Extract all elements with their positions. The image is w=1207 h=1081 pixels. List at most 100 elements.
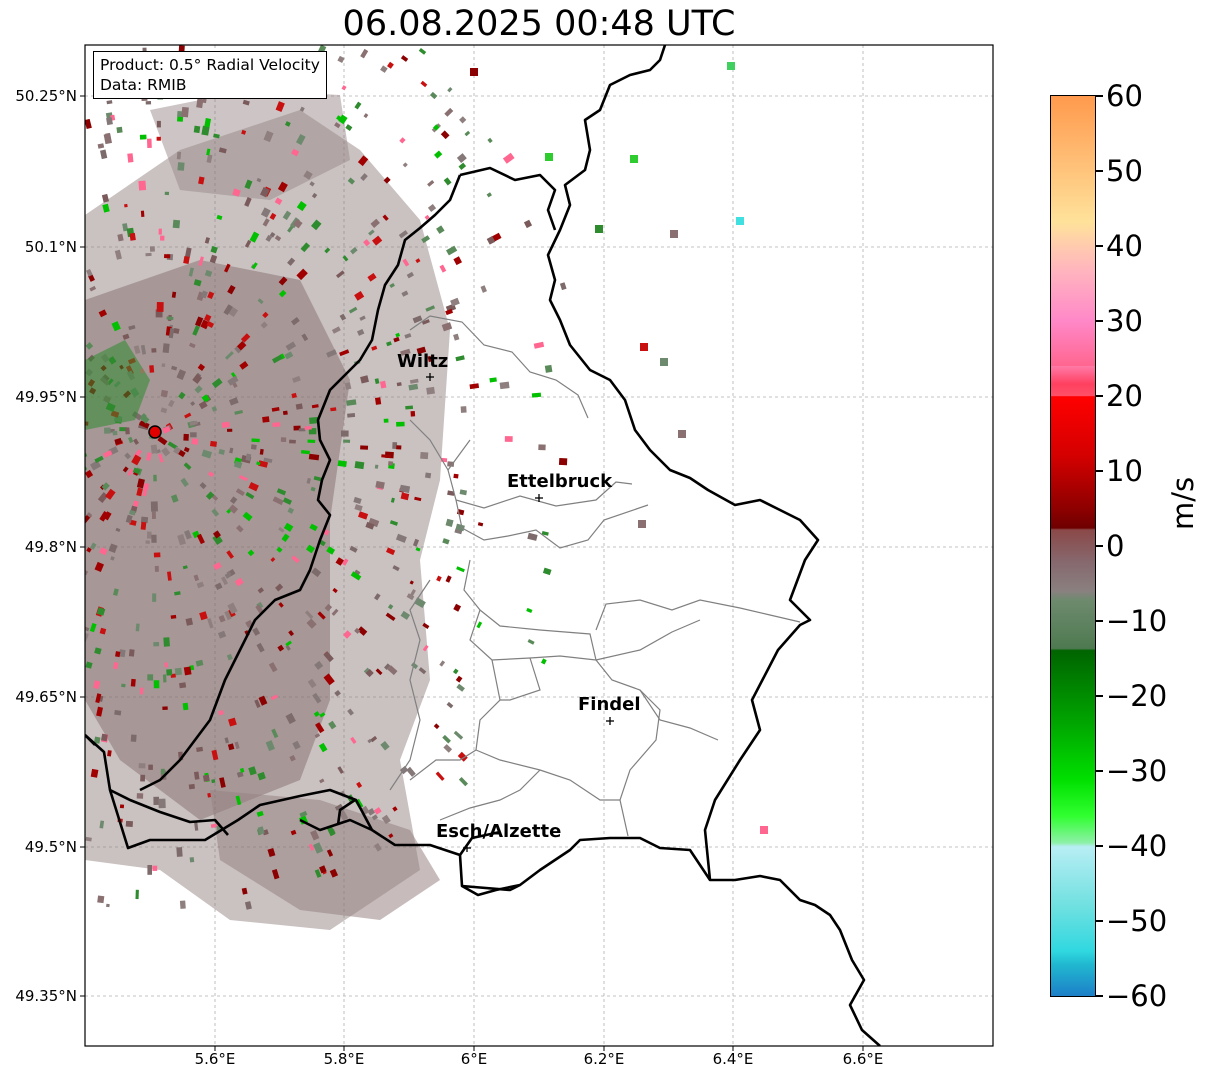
radar-echo-pixel <box>260 207 271 218</box>
radar-echo-pixel <box>424 472 432 479</box>
radar-echo-pixel <box>319 712 326 718</box>
radar-echo-pixel <box>363 113 369 119</box>
radar-echo-pixel <box>385 612 396 622</box>
radar-echo-pixel <box>242 99 250 106</box>
radar-echo-pixel <box>527 532 538 541</box>
radar-echo-pixel <box>184 529 192 540</box>
radar-echo-pixel <box>309 523 318 532</box>
radar-echo-pixel <box>271 407 280 412</box>
radar-echo-pixel <box>280 437 287 442</box>
radar-echo-pixel <box>489 377 497 383</box>
radar-echo-pixel <box>444 107 454 117</box>
radar-echo-pixel <box>289 754 296 762</box>
radar-echo-pixel <box>678 430 686 438</box>
axis-tick-marks <box>80 95 864 1051</box>
radar-echo-pixel <box>445 575 452 583</box>
radar-echo-pixel <box>435 771 445 781</box>
radar-echo-pixel <box>209 440 218 447</box>
y-tick-label: 50.1°N <box>24 238 77 256</box>
radar-echo-pixel <box>201 125 210 136</box>
radar-echo-pixel <box>445 518 454 527</box>
radar-echo-pixel <box>346 399 357 406</box>
radar-echo-pixel <box>270 557 276 563</box>
radar-echo-pixel <box>388 461 394 466</box>
radar-echo-pixel <box>158 453 164 463</box>
radar-echo-pixel <box>240 333 251 343</box>
radar-echo-pixel <box>334 690 341 697</box>
radar-echo-pixel <box>425 305 436 312</box>
y-tick-label: 49.35°N <box>15 987 77 1005</box>
radar-echo-pixel <box>360 375 369 384</box>
radar-echo-pixel <box>249 231 260 243</box>
radar-echo-pixel <box>212 534 223 545</box>
radar-echo-pixel <box>161 363 166 368</box>
radar-echo-pixel <box>213 133 220 139</box>
radar-echo-pixel <box>89 542 97 550</box>
radar-echo-pixel <box>269 212 277 220</box>
radar-echo-pixel <box>257 298 264 305</box>
radar-echo-pixel <box>214 582 223 590</box>
radar-echo-pixel <box>470 68 478 76</box>
radar-echo-pixel <box>189 420 198 426</box>
radar-echo-pixel <box>190 401 196 407</box>
radar-echo-pixel <box>458 777 468 787</box>
radar-echo-pixel <box>128 324 136 331</box>
radar-echo-pixel <box>226 550 234 559</box>
radar-echo-pixel <box>384 663 391 670</box>
colorbar-tick-label: −50 <box>1106 904 1168 938</box>
radar-echo-pixel <box>228 717 237 727</box>
radar-echo-pixel <box>242 511 253 522</box>
radar-echo-pixel <box>347 708 354 716</box>
radar-echo-pixel <box>171 365 178 371</box>
radar-echo-pixel <box>122 223 129 232</box>
radar-echo-pixel <box>90 460 101 471</box>
radar-echo-pixel <box>363 239 371 247</box>
radar-echo-pixel <box>145 540 150 544</box>
radar-echo-pixel <box>303 170 313 180</box>
colorbar-unit-label: m/s <box>1166 476 1200 530</box>
radar-echo-pixel <box>337 766 344 774</box>
radar-echo-pixel <box>117 233 124 242</box>
radar-echo-pixel <box>199 611 208 621</box>
radar-echo-pixel <box>439 264 447 273</box>
radar-echo-pixel <box>357 155 369 167</box>
radar-echo-pixel <box>434 150 443 159</box>
radar-echo-pixel <box>442 538 450 545</box>
radar-echo-pixel <box>558 458 568 466</box>
radar-echo-pixel <box>295 403 303 410</box>
radar-echo-pixel <box>309 416 320 424</box>
radar-echo-pixel <box>130 678 136 687</box>
radar-echo-pixel <box>277 181 288 193</box>
radar-echo-pixel <box>350 571 362 581</box>
radar-echo-pixel <box>269 231 276 238</box>
colorbar-tick-label: 60 <box>1106 79 1143 113</box>
radar-echo-pixel <box>194 316 204 327</box>
radar-echo-pixel <box>455 355 465 362</box>
radar-echo-pixel <box>339 349 350 357</box>
radar-echo-pixel <box>219 777 226 788</box>
radar-echo-pixel <box>392 442 398 449</box>
radar-echo-pixel <box>381 814 391 825</box>
radar-echo-pixel <box>499 381 510 390</box>
radar-echo-pixel <box>85 268 93 277</box>
colorbar-tick-mark <box>1096 695 1103 697</box>
radar-echo-pixel <box>262 218 270 227</box>
radar-echo-pixel <box>282 210 292 221</box>
radar-echo-pixel <box>427 179 435 187</box>
radar-echo-pixel <box>192 325 200 336</box>
radar-echo-pixel <box>533 341 545 349</box>
radar-echo-pixel <box>116 126 123 134</box>
radar-echo-pixel <box>128 509 136 516</box>
radar-echo-pixel <box>140 210 145 217</box>
radar-echo-pixel <box>211 749 219 761</box>
radar-echo-pixel <box>119 804 125 809</box>
radar-echo-pixel <box>97 895 105 904</box>
radar-echo-pixel <box>228 306 239 317</box>
radar-echo-pixel <box>163 637 170 647</box>
radar-echo-pixel <box>386 341 392 347</box>
radar-echo-pixel <box>183 446 190 453</box>
colorbar-tick-mark <box>1096 845 1103 847</box>
radar-echo-pixel <box>153 474 157 482</box>
radar-echo-pixel <box>188 267 194 277</box>
radar-echo-pixel <box>182 702 189 711</box>
